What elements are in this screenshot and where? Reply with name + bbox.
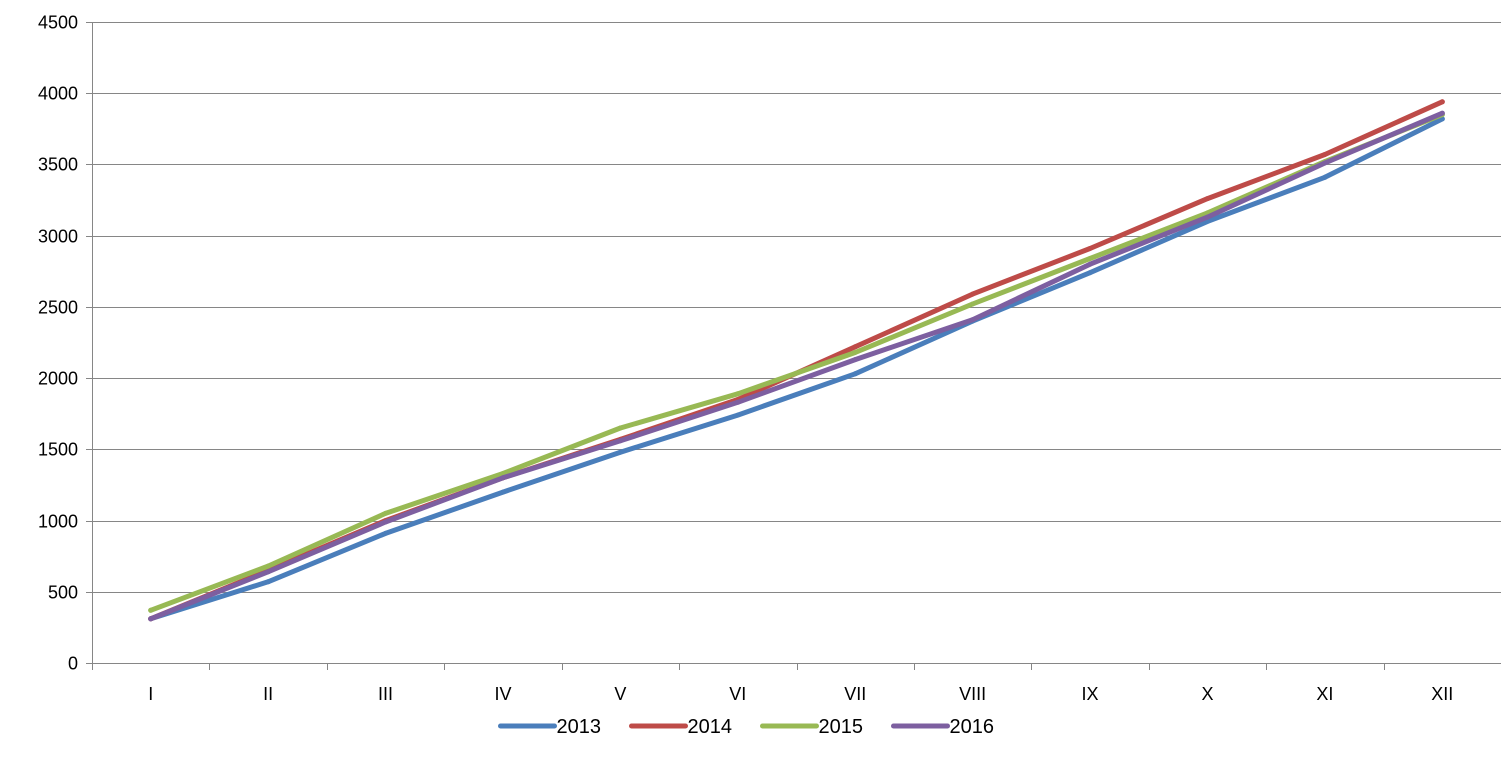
- x-tick-label: XII: [1431, 684, 1453, 704]
- x-tick-label: III: [378, 684, 393, 704]
- data-point-2013: [1087, 270, 1093, 276]
- y-tick-label: 3000: [38, 227, 78, 247]
- data-point-2016: [1439, 110, 1445, 116]
- data-point-2014: [1205, 196, 1210, 202]
- data-point-2015: [148, 607, 154, 613]
- x-tick-label: VI: [729, 684, 746, 704]
- data-point-2013: [383, 530, 388, 536]
- data-point-2015: [617, 425, 623, 431]
- legend-label-2013: 2013: [557, 716, 602, 738]
- axes: [86, 22, 1501, 670]
- data-point-2014: [1087, 246, 1093, 251]
- data-point-2016: [265, 569, 271, 575]
- y-tick-label: 1500: [38, 440, 78, 460]
- data-point-2016: [970, 317, 976, 323]
- data-point-2016: [500, 475, 506, 481]
- data-point-2015: [852, 350, 858, 355]
- y-tick-labels: 0 500 1000 1500 2000 2500 3000 3500 4000 4500: [38, 13, 78, 674]
- x-tick-label: X: [1201, 684, 1213, 704]
- y-tick-label: 4500: [38, 13, 78, 33]
- data-point-2016: [1322, 160, 1328, 166]
- data-point-2015: [1087, 256, 1093, 261]
- y-tick-label: 0: [68, 654, 78, 674]
- series-lines: [148, 99, 1445, 622]
- data-point-2014: [1439, 99, 1445, 105]
- legend-label-2015: 2015: [819, 716, 864, 738]
- data-point-2016: [852, 357, 858, 363]
- data-point-2014: [852, 344, 858, 350]
- x-tick-label: VII: [844, 684, 866, 704]
- data-point-2015: [970, 301, 976, 307]
- data-point-2016: [383, 519, 388, 525]
- data-point-2014: [1322, 152, 1328, 157]
- y-tick-label: 2000: [38, 369, 78, 389]
- x-tick-label: XI: [1316, 684, 1333, 704]
- data-point-2016: [1205, 214, 1210, 220]
- legend-label-2016: 2016: [950, 716, 995, 738]
- data-point-2016: [1087, 261, 1093, 267]
- series-line-2015: [148, 112, 1445, 613]
- data-point-2016: [617, 438, 623, 444]
- data-point-2013: [1322, 174, 1328, 180]
- data-point-2013: [265, 579, 271, 585]
- series-line-2016: [148, 110, 1445, 622]
- legend-label-2014: 2014: [688, 716, 733, 738]
- y-tick-label: 2500: [38, 298, 78, 318]
- x-tick-label: I: [148, 684, 153, 704]
- data-point-2013: [852, 371, 858, 377]
- data-point-2013: [617, 449, 623, 455]
- y-tick-label: 1000: [38, 512, 78, 532]
- y-tick-label: 3500: [38, 155, 78, 175]
- data-point-2013: [735, 412, 741, 418]
- x-tick-label: IX: [1082, 684, 1099, 704]
- x-tick-label: V: [614, 684, 626, 704]
- data-point-2015: [265, 563, 271, 569]
- series-line-2013: [148, 116, 1445, 622]
- y-tick-label: 4000: [38, 84, 78, 104]
- data-point-2015: [500, 471, 506, 476]
- y-tick-label: 500: [48, 583, 78, 603]
- x-tick-labels: I II III IV V VI VII VIII IX X XI XII: [148, 684, 1453, 704]
- gridlines: [92, 22, 1501, 593]
- data-point-2013: [500, 489, 506, 495]
- x-tick-label: VIII: [959, 684, 986, 704]
- x-tick-label: IV: [494, 684, 511, 704]
- data-point-2015: [735, 391, 741, 397]
- x-tick-label: II: [263, 684, 273, 704]
- data-point-2015: [383, 510, 388, 516]
- data-point-2016: [148, 616, 154, 622]
- data-point-2014: [970, 291, 976, 297]
- data-point-2016: [735, 399, 741, 405]
- legend: 2013 2014 2015 2016: [498, 716, 995, 738]
